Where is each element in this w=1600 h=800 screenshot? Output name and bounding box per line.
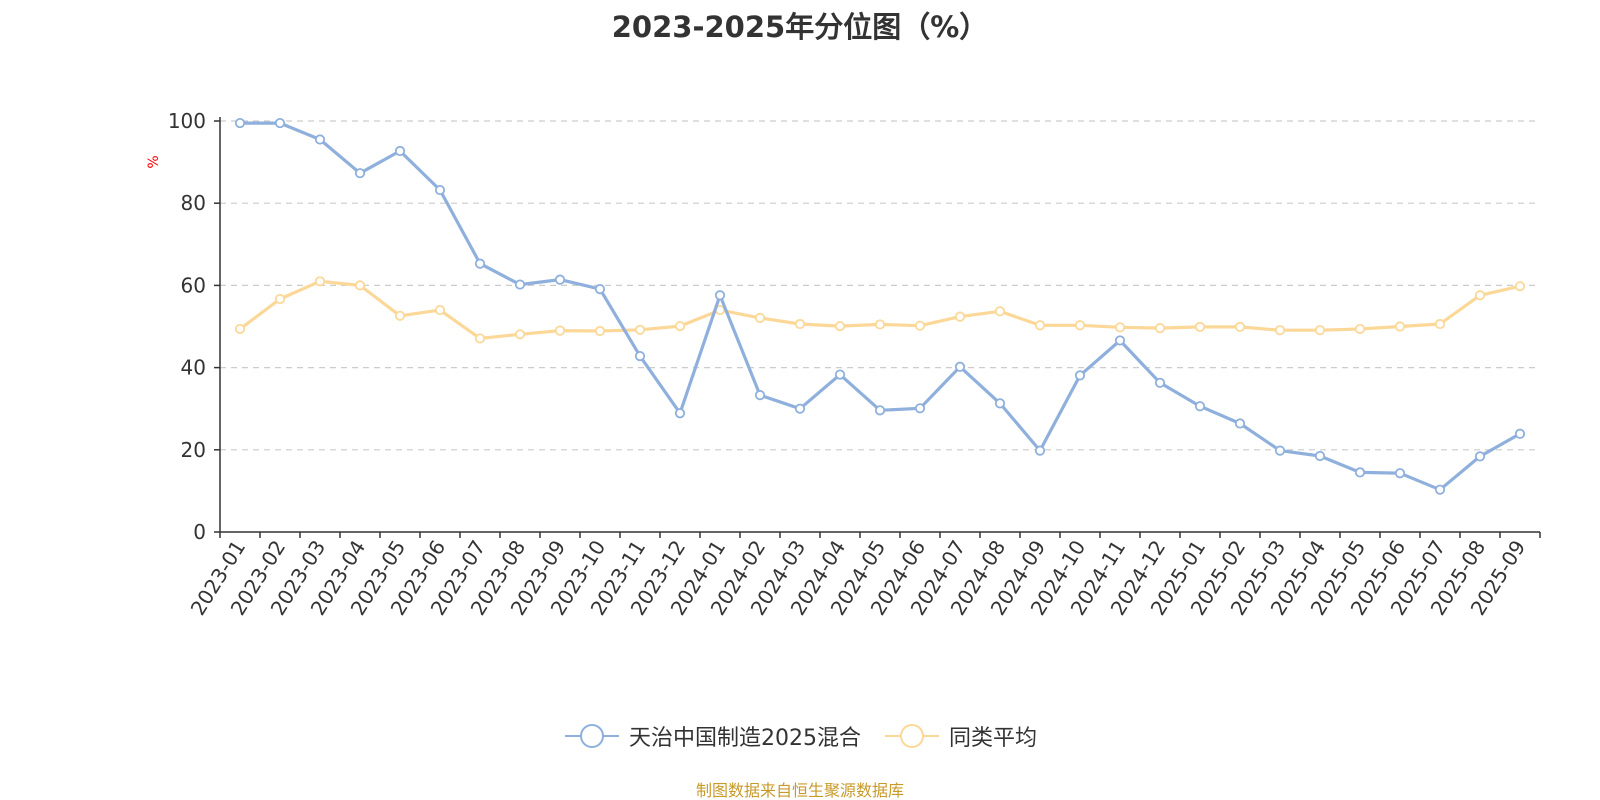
grid-layer bbox=[220, 120, 1540, 451]
data-point[interactable] bbox=[1034, 320, 1046, 331]
data-point[interactable] bbox=[754, 312, 766, 323]
axis-layer: 0204060801002023-012023-022023-032023-04… bbox=[168, 109, 1541, 620]
data-point[interactable] bbox=[994, 306, 1006, 317]
data-point[interactable] bbox=[1194, 401, 1206, 412]
data-point[interactable] bbox=[1354, 467, 1366, 478]
data-point[interactable] bbox=[1074, 320, 1086, 331]
legend-label-peer: 同类平均 bbox=[948, 726, 1037, 751]
data-point[interactable] bbox=[754, 390, 766, 401]
data-point[interactable] bbox=[714, 290, 726, 301]
data-point[interactable] bbox=[1154, 377, 1166, 388]
data-point[interactable] bbox=[354, 280, 366, 291]
data-point[interactable] bbox=[1114, 335, 1126, 346]
data-point[interactable] bbox=[914, 403, 926, 414]
y-tick-label: 20 bbox=[181, 438, 206, 462]
y-axis-unit-label: % bbox=[146, 155, 162, 168]
data-point[interactable] bbox=[1194, 321, 1206, 333]
data-point[interactable] bbox=[794, 403, 806, 414]
y-tick-label: 0 bbox=[193, 520, 206, 544]
data-point[interactable] bbox=[274, 293, 286, 305]
series-line bbox=[239, 279, 1521, 340]
series-1 bbox=[234, 276, 1526, 344]
data-point[interactable] bbox=[1394, 321, 1406, 332]
data-point[interactable] bbox=[1274, 445, 1286, 456]
data-point[interactable] bbox=[1154, 323, 1166, 334]
data-point[interactable] bbox=[514, 279, 526, 290]
data-point[interactable] bbox=[1354, 323, 1366, 335]
data-point[interactable] bbox=[1314, 325, 1326, 336]
data-point[interactable] bbox=[874, 405, 886, 416]
data-point[interactable] bbox=[1474, 290, 1486, 301]
data-point[interactable] bbox=[1394, 468, 1406, 479]
data-point[interactable] bbox=[1314, 450, 1326, 462]
data-point[interactable] bbox=[394, 310, 406, 321]
data-point[interactable] bbox=[1074, 370, 1086, 381]
data-point[interactable] bbox=[954, 361, 966, 372]
data-point[interactable] bbox=[834, 369, 846, 380]
data-point[interactable] bbox=[314, 134, 326, 145]
data-point[interactable] bbox=[234, 117, 246, 129]
data-point[interactable] bbox=[634, 350, 646, 362]
y-tick-label: 80 bbox=[181, 191, 206, 215]
data-point[interactable] bbox=[554, 274, 566, 285]
data-point[interactable] bbox=[354, 168, 366, 179]
data-point[interactable] bbox=[1234, 418, 1246, 429]
data-point[interactable] bbox=[514, 329, 526, 340]
series-line bbox=[240, 121, 1521, 492]
data-point[interactable] bbox=[874, 319, 886, 330]
data-point[interactable] bbox=[434, 184, 446, 196]
data-point[interactable] bbox=[634, 324, 646, 335]
data-point[interactable] bbox=[474, 258, 486, 269]
legend-item-peer[interactable]: 同类平均 bbox=[883, 720, 1037, 752]
legend-label-fund: 天治中国制造2025混合 bbox=[628, 726, 861, 751]
y-tick-label: 100 bbox=[168, 109, 206, 133]
series-0 bbox=[234, 117, 1526, 495]
data-point[interactable] bbox=[1234, 321, 1246, 333]
data-point[interactable] bbox=[474, 333, 486, 344]
data-point[interactable] bbox=[1434, 484, 1446, 495]
data-point[interactable] bbox=[1434, 318, 1446, 330]
data-point[interactable] bbox=[1034, 445, 1046, 456]
legend: 天治中国制造2025混合 同类平均 bbox=[0, 720, 1600, 752]
data-point[interactable] bbox=[394, 145, 406, 157]
data-point[interactable] bbox=[1474, 451, 1486, 462]
data-point[interactable] bbox=[1114, 322, 1126, 333]
series-layer bbox=[234, 117, 1526, 495]
data-point[interactable] bbox=[554, 325, 566, 336]
data-point[interactable] bbox=[314, 276, 326, 287]
data-point[interactable] bbox=[234, 323, 246, 335]
y-tick-label: 60 bbox=[181, 273, 206, 297]
data-point[interactable] bbox=[1514, 281, 1526, 292]
data-point[interactable] bbox=[674, 320, 686, 332]
data-point[interactable] bbox=[594, 325, 606, 337]
legend-swatch-peer-icon bbox=[884, 724, 939, 748]
chart-title: 2023-2025年分位图（%） bbox=[611, 10, 989, 44]
legend-swatch-fund-icon bbox=[564, 724, 619, 748]
data-point[interactable] bbox=[274, 117, 286, 129]
data-point[interactable] bbox=[794, 318, 806, 330]
data-point[interactable] bbox=[994, 398, 1006, 409]
y-tick-label: 40 bbox=[181, 356, 206, 380]
data-point[interactable] bbox=[1274, 325, 1286, 336]
data-point[interactable] bbox=[914, 320, 926, 331]
data-point[interactable] bbox=[1514, 428, 1526, 439]
source-note: 制图数据来自恒生聚源数据库 bbox=[695, 781, 904, 800]
legend-item-fund[interactable]: 天治中国制造2025混合 bbox=[563, 720, 861, 752]
data-point[interactable] bbox=[674, 408, 686, 419]
data-point[interactable] bbox=[954, 311, 966, 322]
data-point[interactable] bbox=[834, 320, 846, 332]
data-point[interactable] bbox=[434, 304, 446, 316]
data-point[interactable] bbox=[594, 283, 606, 295]
